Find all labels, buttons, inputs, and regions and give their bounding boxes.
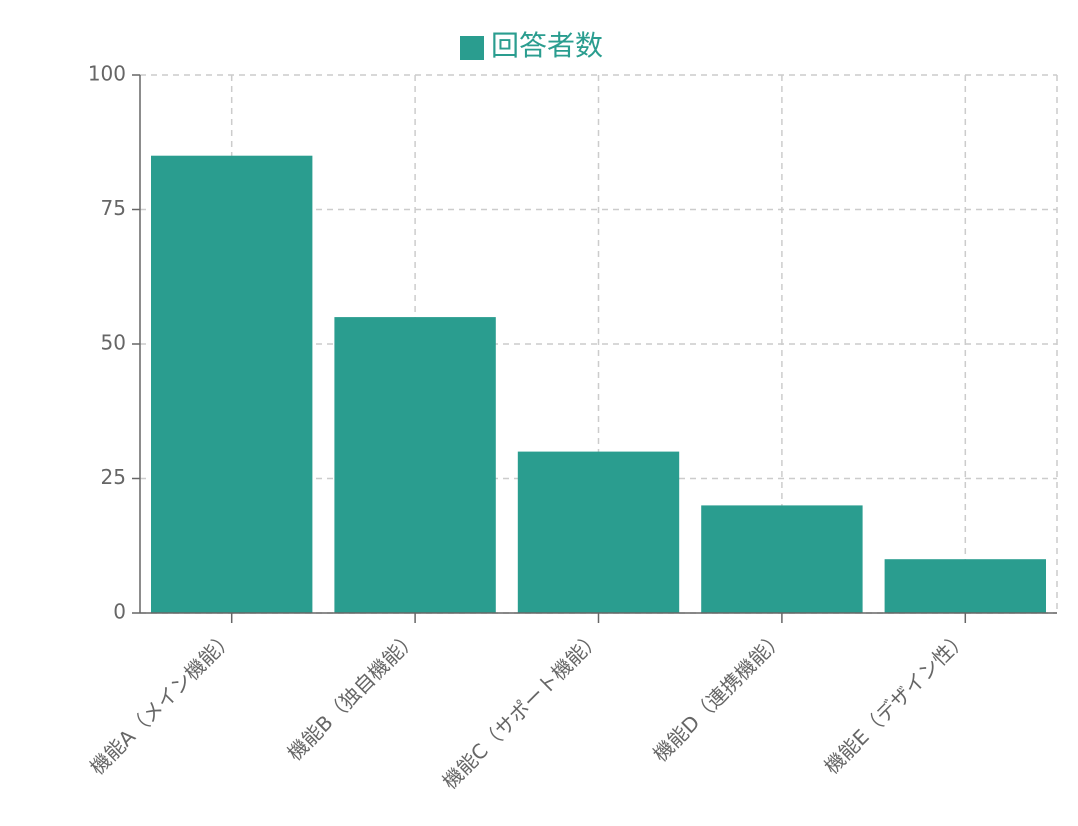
x-tick-label: 機能B（独自機能） <box>283 625 423 765</box>
x-tick-label: 機能A（メイン機能） <box>85 625 239 779</box>
bar <box>884 559 1046 613</box>
bar <box>701 505 863 613</box>
bar <box>334 317 496 613</box>
bar <box>517 451 680 613</box>
y-tick-label: 75 <box>101 196 126 220</box>
x-tick-label: 機能E（デザイン性） <box>820 625 973 778</box>
y-tick-label: 100 <box>88 62 126 86</box>
x-tick-label: 機能C（サポート機能） <box>438 625 606 793</box>
x-tick-label: 機能D（連携機能） <box>648 625 789 766</box>
y-tick-label: 50 <box>101 331 126 355</box>
legend-swatch <box>460 36 484 60</box>
y-tick-label: 0 <box>113 600 126 624</box>
bar <box>151 155 313 613</box>
y-tick-label: 25 <box>101 465 126 489</box>
legend-label: 回答者数 <box>491 29 603 62</box>
